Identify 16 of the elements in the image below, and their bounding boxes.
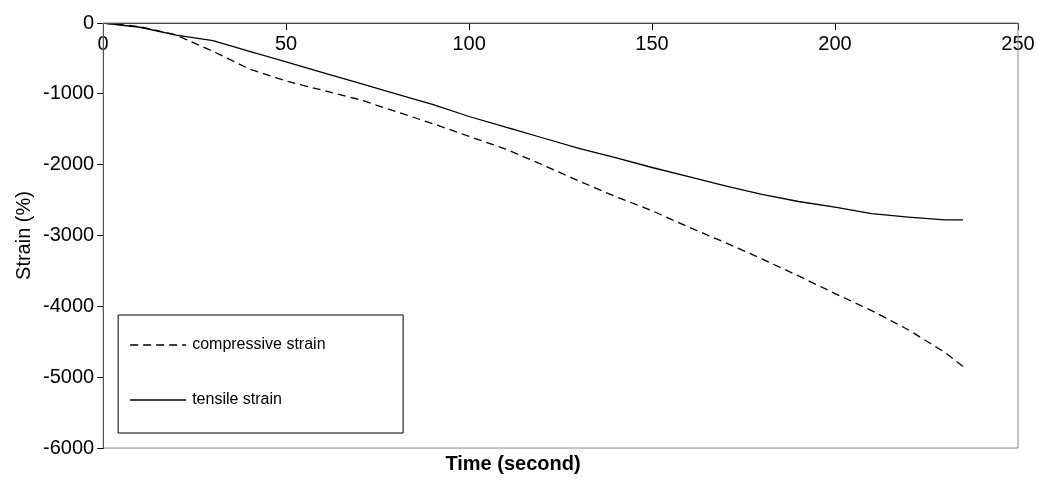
x-tick-label: 200	[818, 31, 852, 54]
y-tick-label: 0	[83, 10, 95, 33]
y-tick-label: -3000	[43, 223, 95, 246]
legend-label: compressive strain	[192, 335, 326, 353]
x-tick-label: 150	[635, 31, 669, 54]
y-tick-label: -6000	[43, 435, 95, 458]
y-tick-label: -5000	[43, 364, 95, 387]
x-tick-label: 100	[452, 31, 486, 54]
y-axis-title: Strain (%)	[11, 191, 34, 280]
legend-label: tensile strain	[192, 390, 282, 408]
x-tick-label: 50	[275, 31, 298, 54]
x-axis-title: Time (second)	[445, 451, 581, 474]
y-tick-label: -1000	[43, 81, 95, 104]
y-tick-label: -2000	[43, 152, 95, 175]
y-tick-label: -4000	[43, 293, 95, 316]
x-tick-label: 250	[1001, 31, 1035, 54]
